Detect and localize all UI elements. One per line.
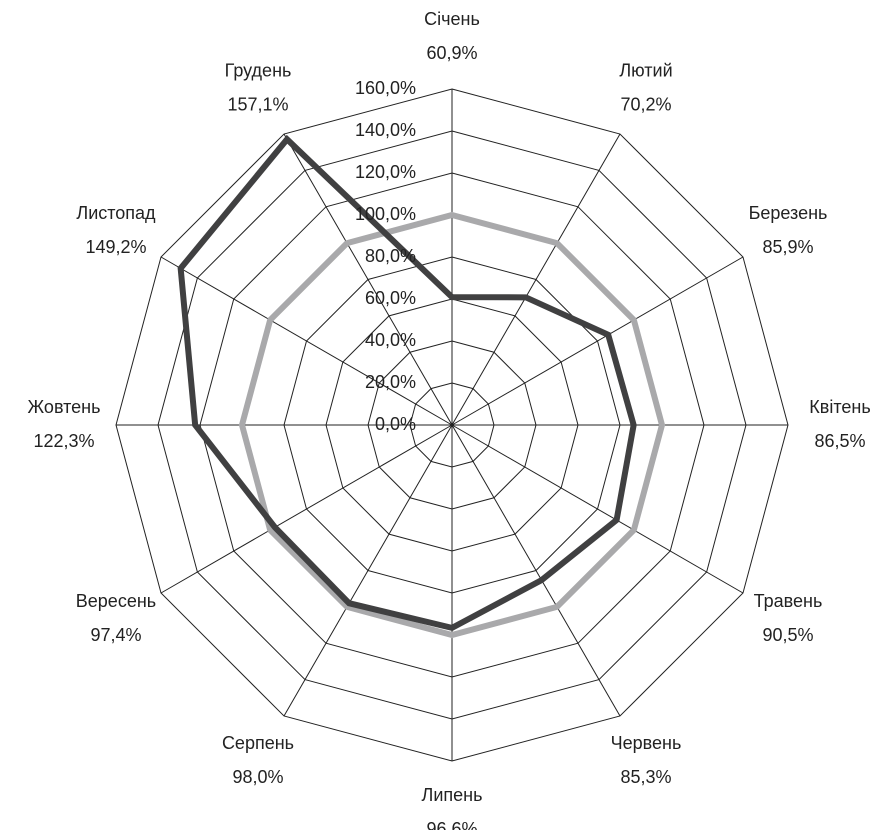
- tick-label: 140,0%: [355, 120, 416, 140]
- category-label: Лютий: [619, 61, 672, 81]
- tick-label: 100,0%: [355, 204, 416, 224]
- category-label: Січень: [424, 9, 480, 29]
- category-label: Грудень: [225, 61, 292, 81]
- spoke: [451, 424, 621, 717]
- spoke: [451, 424, 744, 594]
- spoke: [160, 256, 453, 426]
- value-label: 97,4%: [90, 625, 141, 645]
- spoke: [283, 424, 453, 717]
- value-label: 122,3%: [33, 431, 94, 451]
- category-label: Жовтень: [28, 397, 101, 417]
- category-label: Листопад: [76, 203, 156, 223]
- value-label: 90,5%: [762, 625, 813, 645]
- tick-label: 20,0%: [365, 372, 416, 392]
- spoke: [451, 256, 744, 426]
- value-label: 98,0%: [232, 767, 283, 787]
- value-label: 60,9%: [426, 43, 477, 63]
- category-label: Квітень: [809, 397, 870, 417]
- value-label: 96,6%: [426, 819, 477, 830]
- category-label: Вересень: [76, 591, 156, 611]
- tick-label: 60,0%: [365, 288, 416, 308]
- value-label: 85,3%: [620, 767, 671, 787]
- tick-label: 120,0%: [355, 162, 416, 182]
- tick-label: 40,0%: [365, 330, 416, 350]
- value-label: 86,5%: [814, 431, 865, 451]
- value-label: 149,2%: [85, 237, 146, 257]
- category-label: Березень: [749, 203, 828, 223]
- spoke: [451, 133, 621, 426]
- value-label: 70,2%: [620, 95, 671, 115]
- spoke: [283, 133, 453, 426]
- value-label: 85,9%: [762, 237, 813, 257]
- spoke: [160, 424, 453, 594]
- tick-label: 160,0%: [355, 78, 416, 98]
- radar-line: [238, 211, 666, 639]
- value-label: 157,1%: [227, 95, 288, 115]
- category-label: Травень: [754, 591, 823, 611]
- category-label: Серпень: [222, 733, 294, 753]
- category-label: Липень: [422, 785, 483, 805]
- radar-line: [177, 134, 637, 632]
- tick-label: 0,0%: [375, 414, 416, 434]
- tick-label: 80,0%: [365, 246, 416, 266]
- category-label: Червень: [611, 733, 682, 753]
